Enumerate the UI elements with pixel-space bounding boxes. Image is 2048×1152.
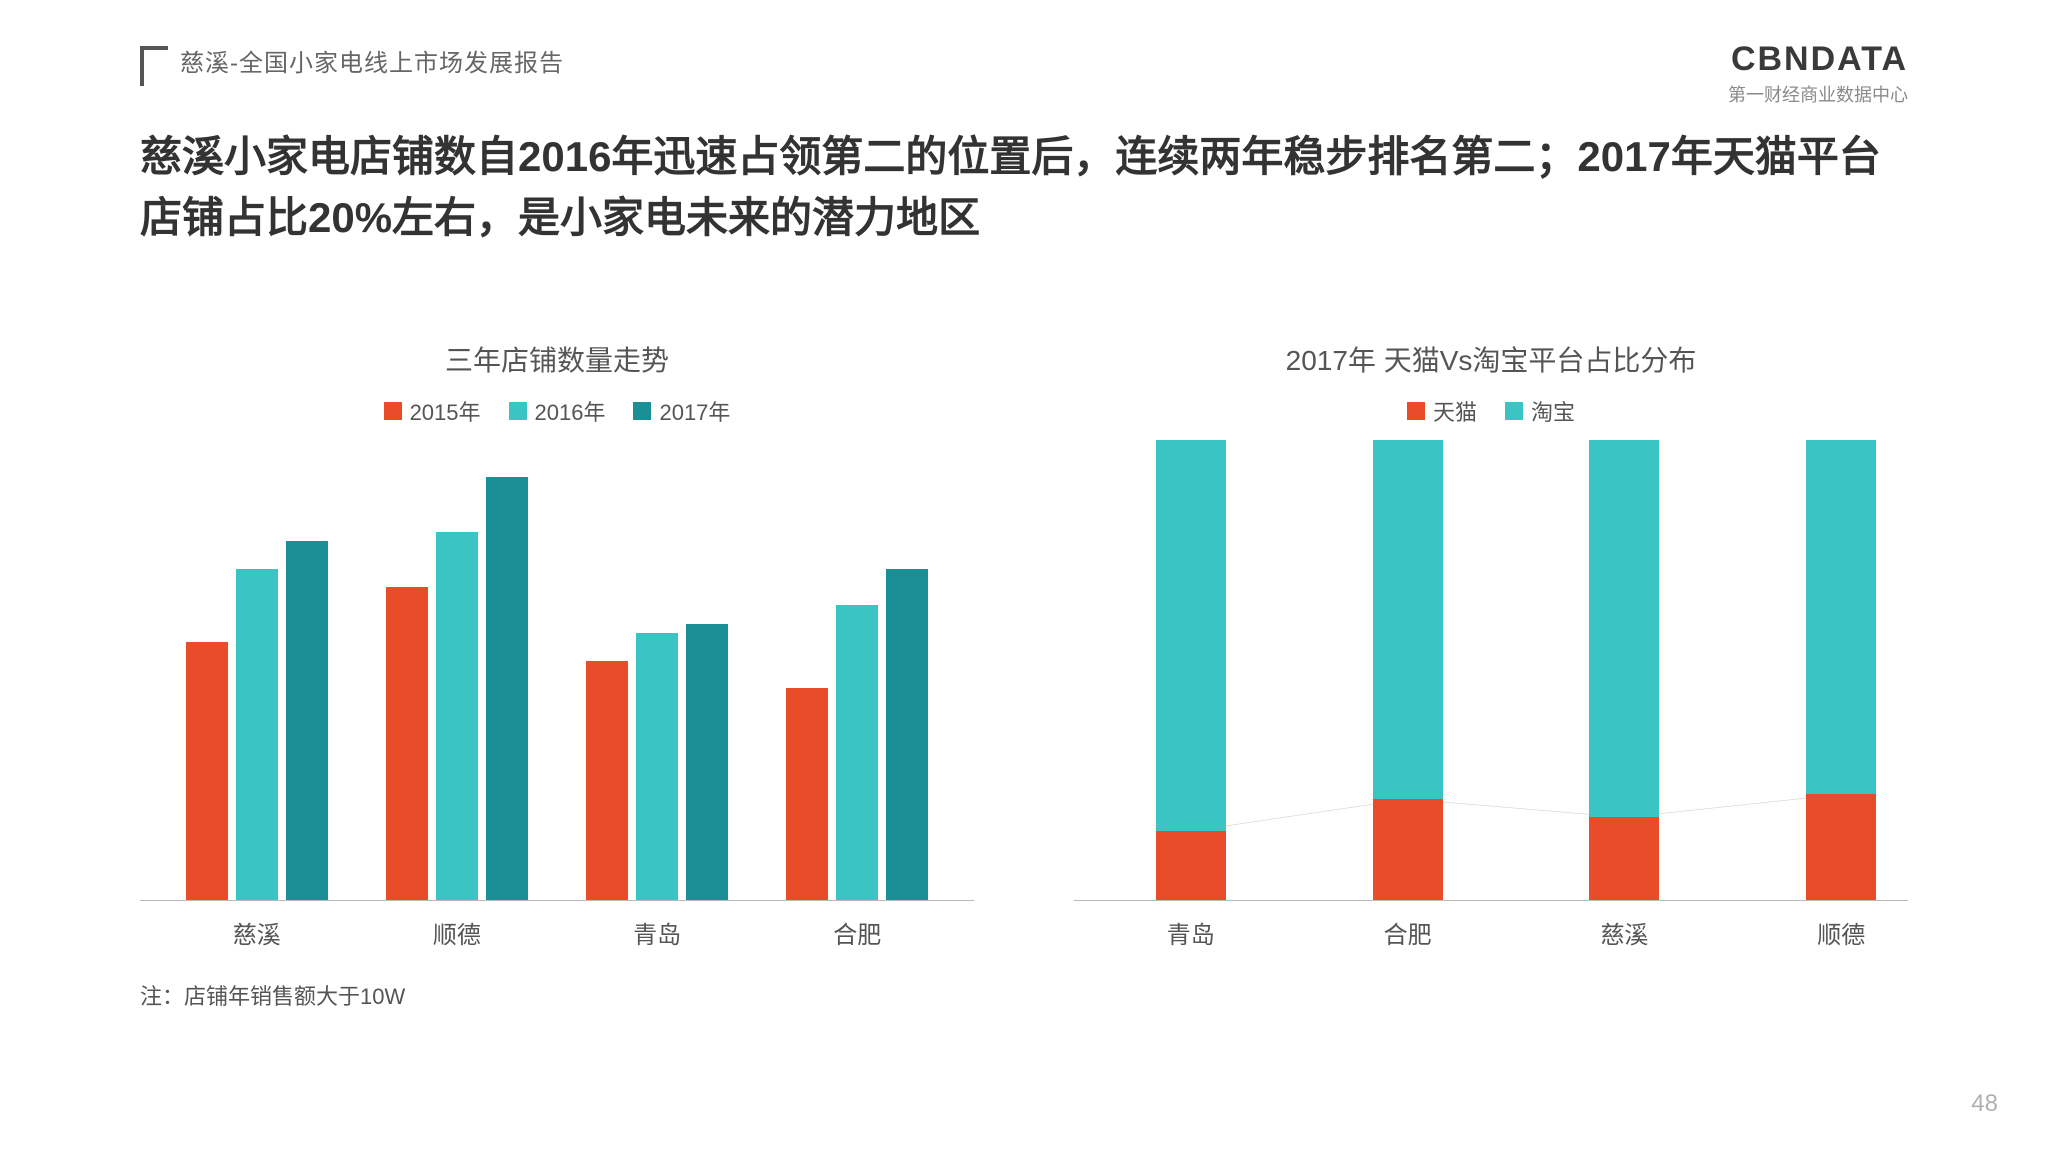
x-label: 慈溪 bbox=[233, 915, 281, 950]
logo-sub: 第一财经商业数据中心 bbox=[1728, 81, 1908, 107]
chart-right-xaxis: 青岛 合肥 慈溪 顺德 bbox=[1074, 901, 1908, 951]
chart-right-legend: 天猫 淘宝 bbox=[1074, 395, 1908, 427]
legend-item: 2015年 bbox=[384, 395, 481, 427]
chart-left-legend: 2015年 2016年 2017年 bbox=[140, 395, 974, 427]
bracket-icon bbox=[140, 46, 168, 86]
bar bbox=[436, 532, 478, 900]
footnote: 注：店铺年销售额大于10W bbox=[140, 979, 1908, 1011]
slide: 慈溪-全国小家电线上市场发展报告 CBNDATA 第一财经商业数据中心 慈溪小家… bbox=[0, 0, 2048, 1152]
stacked-bar bbox=[1589, 440, 1659, 900]
stacked-bar bbox=[1806, 440, 1876, 900]
segment-tmall bbox=[1589, 817, 1659, 900]
chart-right-plot bbox=[1074, 441, 1908, 901]
legend-swatch bbox=[1505, 402, 1523, 420]
chart-left-xaxis: 慈溪 顺德 青岛 合肥 bbox=[140, 901, 974, 951]
x-label: 青岛 bbox=[1167, 915, 1215, 950]
segment-tmall bbox=[1373, 799, 1443, 900]
legend-item: 天猫 bbox=[1407, 395, 1477, 427]
bar bbox=[886, 569, 928, 900]
x-label: 顺德 bbox=[1817, 915, 1865, 950]
segment-taobao bbox=[1806, 440, 1876, 794]
legend-label: 淘宝 bbox=[1531, 395, 1575, 427]
bar-group bbox=[586, 624, 728, 900]
chart-left-plot bbox=[140, 441, 974, 901]
legend-swatch bbox=[384, 402, 402, 420]
bar bbox=[636, 633, 678, 900]
bar bbox=[686, 624, 728, 900]
x-label: 顺德 bbox=[433, 915, 481, 950]
legend-label: 2016年 bbox=[535, 395, 606, 427]
breadcrumb-wrap: 慈溪-全国小家电线上市场发展报告 bbox=[140, 40, 564, 80]
chart-left-title: 三年店铺数量走势 bbox=[140, 339, 974, 379]
charts-row: 三年店铺数量走势 2015年 2016年 2017年 慈溪 顺德 青岛 合肥 bbox=[140, 339, 1908, 951]
bar bbox=[236, 569, 278, 900]
page-number: 48 bbox=[1971, 1090, 1998, 1118]
bar bbox=[286, 541, 328, 900]
logo-main: CBNDATA bbox=[1728, 40, 1908, 79]
legend-label: 2015年 bbox=[410, 395, 481, 427]
legend-swatch bbox=[509, 402, 527, 420]
headline: 慈溪小家电店铺数自2016年迅速占领第二的位置后，连续两年稳步排名第二；2017… bbox=[140, 127, 1908, 249]
x-label: 慈溪 bbox=[1600, 915, 1648, 950]
logo: CBNDATA 第一财经商业数据中心 bbox=[1728, 40, 1908, 107]
bar bbox=[786, 688, 828, 900]
bar bbox=[386, 587, 428, 900]
bar bbox=[186, 642, 228, 900]
bar bbox=[836, 605, 878, 899]
stacked-bar bbox=[1373, 440, 1443, 900]
bar-group bbox=[786, 569, 928, 900]
legend-item: 2016年 bbox=[509, 395, 606, 427]
bar-group bbox=[186, 541, 328, 900]
segment-tmall bbox=[1156, 831, 1226, 900]
bar bbox=[586, 661, 628, 900]
legend-swatch bbox=[633, 402, 651, 420]
bar bbox=[486, 477, 528, 900]
legend-item: 淘宝 bbox=[1505, 395, 1575, 427]
x-label: 青岛 bbox=[633, 915, 681, 950]
segment-taobao bbox=[1589, 440, 1659, 817]
stacked-bar bbox=[1156, 440, 1226, 900]
segment-taobao bbox=[1373, 440, 1443, 799]
chart-left: 三年店铺数量走势 2015年 2016年 2017年 慈溪 顺德 青岛 合肥 bbox=[140, 339, 974, 951]
segment-tmall bbox=[1806, 794, 1876, 900]
bar-group bbox=[386, 477, 528, 900]
chart-right: 2017年 天猫Vs淘宝平台占比分布 天猫 淘宝 青岛 合肥 慈溪 顺德 bbox=[1074, 339, 1908, 951]
segment-taobao bbox=[1156, 440, 1226, 831]
x-label: 合肥 bbox=[1384, 915, 1432, 950]
breadcrumb: 慈溪-全国小家电线上市场发展报告 bbox=[180, 43, 564, 78]
x-label: 合肥 bbox=[833, 915, 881, 950]
chart-right-title: 2017年 天猫Vs淘宝平台占比分布 bbox=[1074, 339, 1908, 379]
legend-item: 2017年 bbox=[633, 395, 730, 427]
legend-swatch bbox=[1407, 402, 1425, 420]
legend-label: 2017年 bbox=[659, 395, 730, 427]
legend-label: 天猫 bbox=[1433, 395, 1477, 427]
header: 慈溪-全国小家电线上市场发展报告 CBNDATA 第一财经商业数据中心 bbox=[140, 40, 1908, 107]
